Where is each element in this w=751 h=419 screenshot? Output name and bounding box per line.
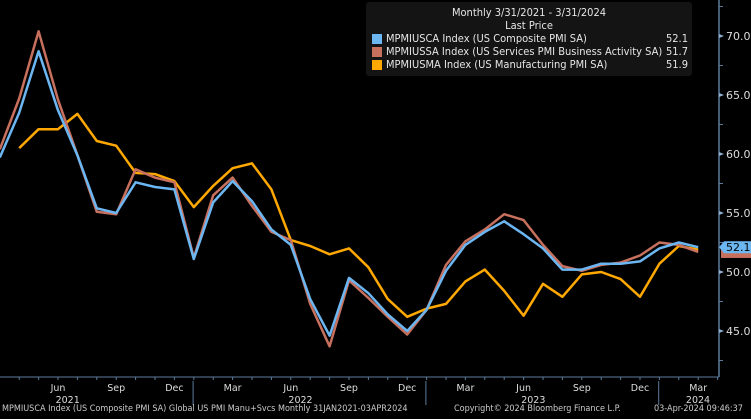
legend-item-composite: MPMIUSCA Index (US Composite PMI SA) 52.1 bbox=[366, 32, 692, 45]
x-tick-label: Mar bbox=[689, 383, 707, 394]
series-line-composite bbox=[0, 50, 699, 337]
legend-value: 52.1 bbox=[665, 32, 688, 45]
footer-copyright: Copyright© 2024 Bloomberg Finance L.P. bbox=[454, 404, 621, 414]
x-tick-label: Jun bbox=[50, 383, 66, 394]
legend-swatch bbox=[372, 59, 382, 70]
legend-value: 51.9 bbox=[665, 58, 688, 71]
y-tick-label: 60.0 bbox=[726, 148, 751, 161]
y-tick-label: 50.0 bbox=[726, 266, 751, 279]
y-tick-label: 65.0 bbox=[726, 89, 751, 102]
legend-swatch bbox=[372, 46, 382, 57]
x-tick-label: Jun bbox=[282, 383, 298, 394]
last-value-label: 52.1 bbox=[726, 241, 751, 254]
x-tick-label: Sep bbox=[107, 383, 125, 394]
y-tick-marker bbox=[719, 34, 724, 38]
x-tick-label: Dec bbox=[631, 383, 649, 394]
y-tick-label: 55.0 bbox=[726, 207, 751, 220]
legend-value: 51.7 bbox=[665, 45, 688, 58]
y-tick-marker bbox=[719, 93, 724, 97]
footer-timestamp: 03-Apr-2024 09:46:37 bbox=[654, 404, 743, 414]
y-tick-label: 45.0 bbox=[726, 325, 751, 338]
legend-item-services: MPMIUSSA Index (US Services PMI Business… bbox=[366, 45, 692, 58]
x-tick-label: Mar bbox=[224, 383, 242, 394]
y-tick-marker bbox=[719, 211, 724, 215]
series-line-services bbox=[0, 30, 699, 348]
legend-title: Monthly 3/31/2021 - 3/31/2024 bbox=[451, 6, 607, 19]
x-tick-label: Dec bbox=[165, 383, 183, 394]
legend-label: MPMIUSCA Index (US Composite PMI SA) bbox=[386, 32, 587, 45]
legend: Monthly 3/31/2021 - 3/31/2024 Last Price… bbox=[366, 2, 692, 76]
y-tick-marker bbox=[719, 152, 724, 156]
legend-item-manufacturing: MPMIUSMA Index (US Manufacturing PMI SA)… bbox=[366, 58, 692, 71]
x-year-label: 2023 bbox=[521, 395, 545, 406]
series-line-manufacturing bbox=[18, 112, 699, 319]
x-tick-label: Mar bbox=[456, 383, 474, 394]
x-tick-label: Dec bbox=[398, 383, 416, 394]
x-tick-label: Sep bbox=[340, 383, 358, 394]
y-tick-marker bbox=[719, 329, 724, 333]
legend-subtitle: Last Price bbox=[505, 19, 553, 32]
x-tick-label: Jun bbox=[515, 383, 531, 394]
legend-swatch bbox=[372, 33, 382, 44]
x-year-label: 2022 bbox=[288, 395, 312, 406]
y-tick-label: 70.0 bbox=[726, 30, 751, 43]
last-value-tag-composite bbox=[719, 241, 751, 254]
legend-label: MPMIUSSA Index (US Services PMI Business… bbox=[386, 45, 663, 58]
x-tick-label: Sep bbox=[573, 383, 591, 394]
legend-label: MPMIUSMA Index (US Manufacturing PMI SA) bbox=[386, 58, 608, 71]
footer-description: MPMIUSCA Index (US Composite PMI SA) Glo… bbox=[2, 404, 408, 414]
y-tick-marker bbox=[719, 270, 724, 274]
x-year-label: 2024 bbox=[686, 395, 710, 406]
x-year-label: 2021 bbox=[56, 395, 80, 406]
